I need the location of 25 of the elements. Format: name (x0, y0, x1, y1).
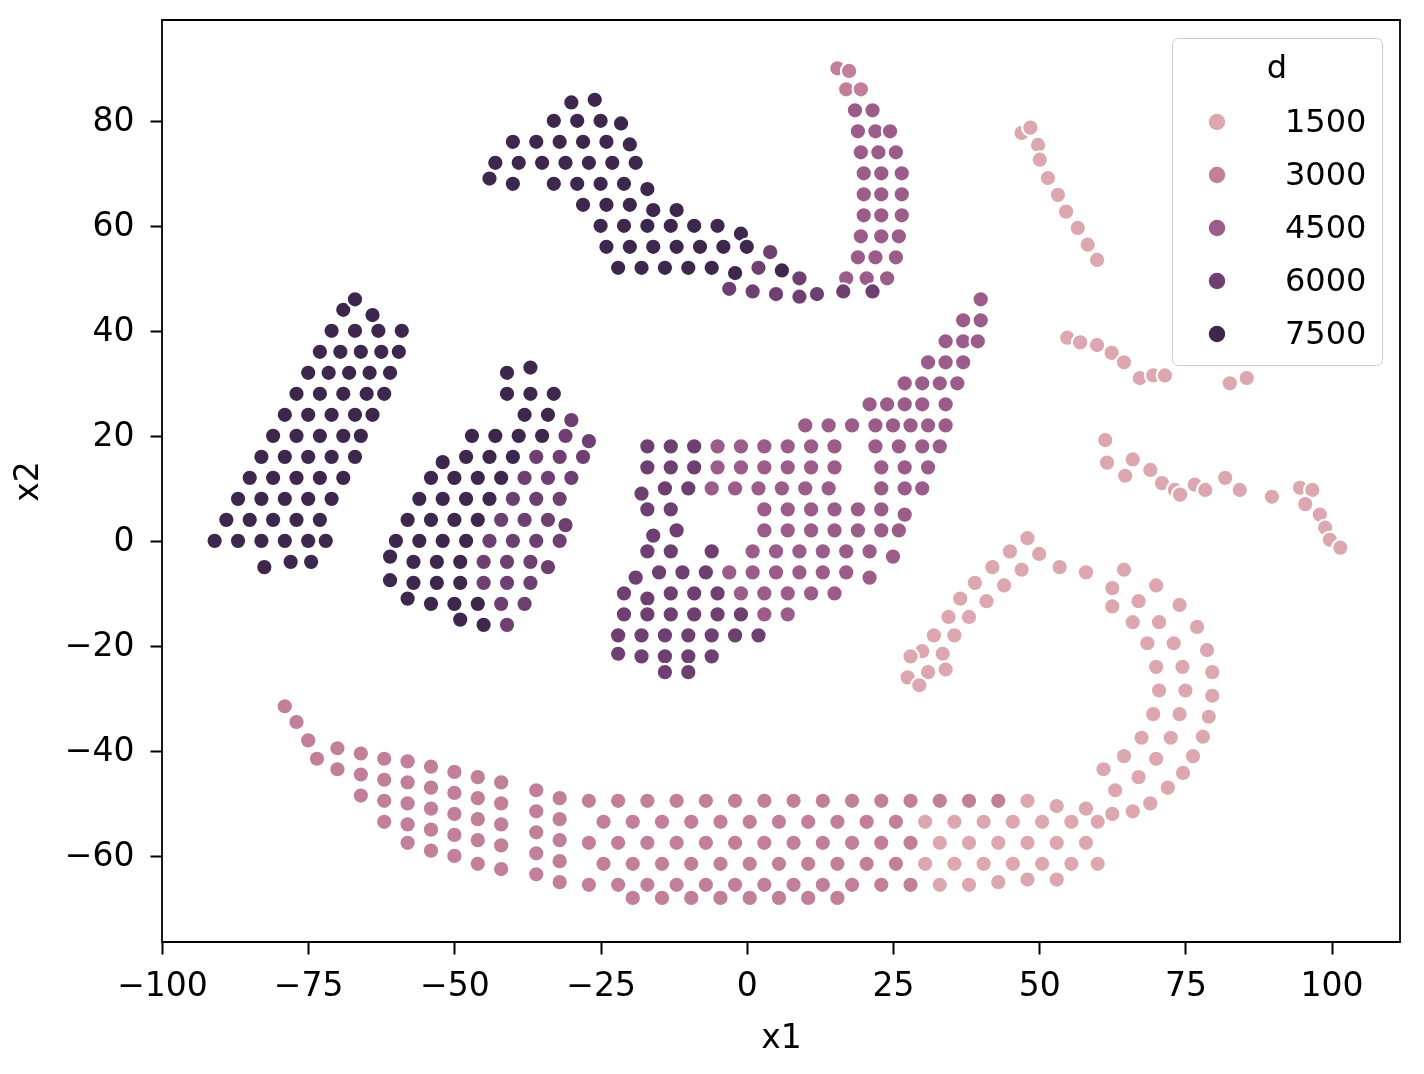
y-tick-label: −40 (64, 730, 135, 770)
x-tick-label: 75 (1164, 964, 1207, 1004)
y-tick-label: 20 (92, 415, 135, 455)
x-tick-label: 25 (872, 964, 915, 1004)
legend-label: 1500 (1285, 102, 1367, 140)
legend-label: 4500 (1285, 208, 1367, 246)
x-tick-label: 0 (736, 964, 758, 1004)
y-tick-label: 80 (92, 100, 135, 140)
y-tick-label: 40 (92, 310, 135, 350)
x-tick-label: −75 (273, 964, 344, 1004)
x-tick-label: 50 (1018, 964, 1061, 1004)
x-tick-label: −100 (117, 964, 208, 1004)
x-tick-label: −25 (566, 964, 636, 1004)
y-axis-title: x2 (6, 461, 46, 502)
legend-label: 6000 (1285, 261, 1367, 299)
x-tick-label: −50 (420, 964, 490, 1004)
y-tick-label: 0 (113, 520, 135, 560)
x-tick-label: 100 (1300, 964, 1364, 1004)
legend-label: 7500 (1285, 314, 1367, 352)
y-tick-label: 60 (92, 205, 135, 245)
legend-title: d (1266, 48, 1288, 86)
y-tick-label: −60 (64, 835, 135, 875)
legend-label: 3000 (1285, 155, 1367, 193)
x-axis-title: x1 (761, 1016, 802, 1056)
y-tick-label: −20 (64, 625, 135, 665)
